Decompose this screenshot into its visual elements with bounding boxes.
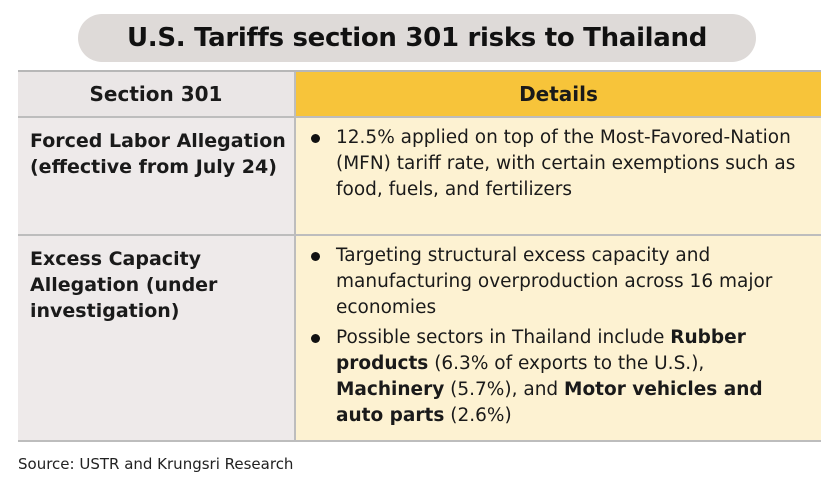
details-list: Targeting structural excess capacity and… <box>296 236 821 429</box>
table-row: Excess Capacity Allegation (under invest… <box>18 236 821 442</box>
table-row: Forced Labor Allegation (effective from … <box>18 118 821 236</box>
header-details: Details <box>296 72 821 116</box>
bullet-text: (5.7%), and <box>444 379 565 400</box>
bullet-dot-icon <box>311 334 320 343</box>
row-topic: Excess Capacity Allegation (under invest… <box>30 248 218 322</box>
tariff-table: Section 301 Details Forced Labor Allegat… <box>18 70 821 442</box>
bullet-text: (6.3% of exports to the U.S.), <box>428 353 705 374</box>
bullet-item: 12.5% applied on top of the Most-Favored… <box>306 125 811 203</box>
bullet-dot-icon <box>311 134 320 143</box>
bullet-text: Targeting structural excess capacity and… <box>336 245 773 318</box>
details-list: 12.5% applied on top of the Most-Favored… <box>296 118 821 203</box>
source-note: Source: USTR and Krungsri Research <box>18 455 294 473</box>
table-header-row: Section 301 Details <box>18 72 821 118</box>
page-title: U.S. Tariffs section 301 risks to Thaila… <box>78 14 756 62</box>
bold-sector-text: Machinery <box>336 379 445 400</box>
bullet-text: (2.6%) <box>444 405 512 426</box>
bullet-item: Possible sectors in Thailand include Rub… <box>306 325 811 429</box>
bullet-item: Targeting structural excess capacity and… <box>306 243 811 321</box>
bullet-text: 12.5% applied on top of the Most-Favored… <box>336 127 796 200</box>
bullet-dot-icon <box>311 252 320 261</box>
row-topic: Forced Labor Allegation (effective from … <box>30 130 286 178</box>
header-section-301: Section 301 <box>18 72 296 116</box>
bold-sector-text: Motor vehicles and auto parts <box>336 379 763 426</box>
bold-sector-text: Rubber products <box>336 327 746 374</box>
bullet-text: Possible sectors in Thailand include <box>336 327 671 348</box>
